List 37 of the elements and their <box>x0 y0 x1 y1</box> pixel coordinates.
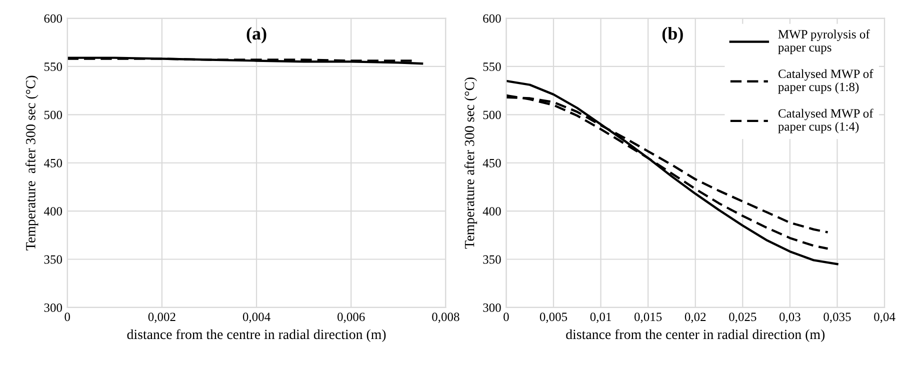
legend-label: MWP pyrolysis of paper cups <box>778 30 870 54</box>
x-tick-label: 0,004 <box>242 312 270 323</box>
legend-label: Catalysed MWP of paper cups (1:4) <box>778 108 874 134</box>
y-tick-label: 500 <box>44 110 62 120</box>
y-tick-label: 400 <box>482 207 501 216</box>
y-tick-label: 300 <box>44 303 62 312</box>
y-tick-label: 350 <box>483 255 501 264</box>
y-tick-label: 350 <box>44 255 62 264</box>
x-tick-label: 0,002 <box>148 312 176 323</box>
annotation: (b) <box>662 26 683 44</box>
y-tick-label: 550 <box>44 62 62 71</box>
x-axis-title: distance from the center in radial direction (m) <box>566 329 825 342</box>
x-tick-label: 0,035 <box>824 312 851 323</box>
y-tick-label: 450 <box>44 158 62 168</box>
x-axis-title: distance from the centre in radial direction (m) <box>127 329 386 342</box>
y-tick-label: 500 <box>483 110 501 120</box>
x-tick-label: 0 <box>504 312 509 322</box>
y-tick-label: 300 <box>483 303 501 312</box>
x-tick-label: 0,015 <box>634 312 662 323</box>
x-tick-label: 0,008 <box>432 312 460 323</box>
legend-label: Catalysed MWP of paper cups (1:8) <box>778 69 874 94</box>
y-tick-label: 400 <box>44 207 62 216</box>
x-tick-label: 0,005 <box>540 312 568 323</box>
y-axis-title: Temperature after 300 sec (°C) <box>25 76 38 250</box>
y-tick-label: 600 <box>483 14 501 23</box>
y-tick-label: 550 <box>483 62 501 71</box>
x-tick-label: 0,025 <box>729 312 756 323</box>
y-axis-title: Temperature after 300 sec (°C) <box>464 78 478 249</box>
y-tick-label: 450 <box>482 158 501 168</box>
x-tick-label: 0,03 <box>779 312 800 323</box>
x-tick-label: 0,02 <box>684 312 706 323</box>
y-tick-label: 600 <box>44 14 62 23</box>
x-tick-label: 0 <box>64 312 70 322</box>
annotation: (a) <box>246 26 266 44</box>
x-tick-label: 0,01 <box>590 312 611 323</box>
x-tick-label: 0,006 <box>338 312 365 323</box>
x-tick-label: 0,04 <box>874 312 896 323</box>
